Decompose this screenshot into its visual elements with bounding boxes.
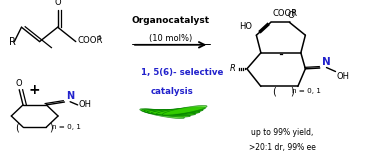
Ellipse shape xyxy=(147,109,200,115)
Text: (: ( xyxy=(272,86,276,96)
Text: R: R xyxy=(9,37,16,47)
Text: OH: OH xyxy=(337,72,349,81)
Ellipse shape xyxy=(156,107,205,115)
Text: ): ) xyxy=(49,123,53,133)
Text: Organocatalyst: Organocatalyst xyxy=(131,16,210,25)
Text: OH: OH xyxy=(79,100,92,109)
Text: N: N xyxy=(322,57,330,67)
Text: ): ) xyxy=(290,86,294,96)
Text: 1: 1 xyxy=(291,9,295,14)
Text: O: O xyxy=(16,79,23,88)
Text: O: O xyxy=(54,0,61,7)
Text: 1: 1 xyxy=(97,35,101,40)
Text: (10 mol%): (10 mol%) xyxy=(149,34,192,43)
Ellipse shape xyxy=(162,105,207,115)
Text: N: N xyxy=(66,91,74,101)
Text: COOR: COOR xyxy=(78,36,103,45)
Text: n = 0, 1: n = 0, 1 xyxy=(52,124,81,130)
Text: COOR: COOR xyxy=(273,9,297,18)
Text: O: O xyxy=(287,12,294,20)
Text: up to 99% yield,: up to 99% yield, xyxy=(251,128,313,137)
Ellipse shape xyxy=(140,109,184,119)
Text: >20:1 dr, 99% ee: >20:1 dr, 99% ee xyxy=(248,143,316,152)
Text: catalysis: catalysis xyxy=(151,87,193,96)
Text: +: + xyxy=(28,83,40,97)
Text: n = 0, 1: n = 0, 1 xyxy=(292,88,321,94)
Text: (: ( xyxy=(15,123,19,133)
Ellipse shape xyxy=(144,110,196,116)
Ellipse shape xyxy=(151,108,203,114)
Text: 1, 5(6)- selective: 1, 5(6)- selective xyxy=(141,68,224,76)
Ellipse shape xyxy=(141,109,190,117)
Text: HO: HO xyxy=(240,22,253,31)
Text: R: R xyxy=(230,64,236,73)
